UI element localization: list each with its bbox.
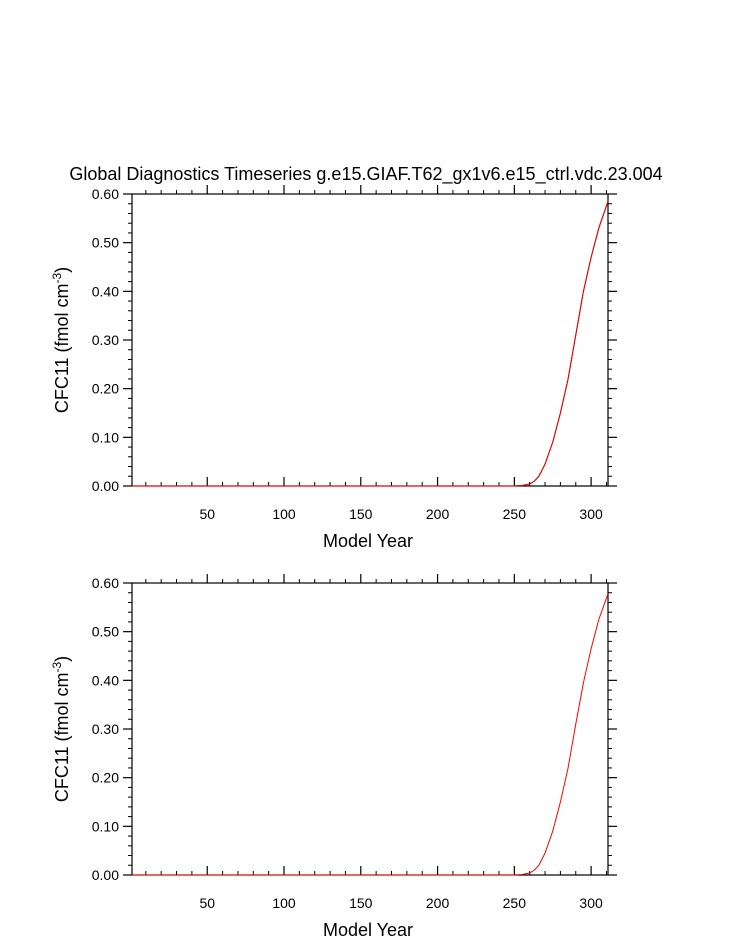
y-tick-label: 0.00 (92, 867, 119, 883)
x-tick-label: 150 (349, 506, 373, 522)
x-tick-label: 50 (199, 895, 215, 911)
y-tick-label: 0.30 (92, 332, 119, 348)
y-tick-label: 0.20 (92, 770, 119, 786)
series-line-1 (132, 201, 609, 487)
y-tick-label: 0.60 (92, 186, 119, 202)
y-tick-label: 0.10 (92, 818, 119, 834)
x-axis-title: Model Year (323, 920, 413, 940)
x-tick-label: 200 (426, 506, 450, 522)
plot-frame (131, 193, 609, 487)
chart-title: Global Diagnostics Timeseries g.e15.GIAF… (69, 164, 662, 185)
series-line-2 (132, 201, 609, 487)
x-tick-label: 100 (272, 895, 296, 911)
x-tick-label: 50 (199, 506, 215, 522)
x-tick-label: 100 (272, 506, 296, 522)
y-tick-label: 0.30 (92, 721, 119, 737)
x-tick-label: 200 (426, 895, 450, 911)
x-axis-title: Model Year (323, 531, 413, 551)
y-tick-label: 0.50 (92, 235, 119, 251)
plot-frame (131, 582, 609, 876)
chart-panel-1: 50 100 150 200 250 300 0.00 0.10 0.20 0.30 0.40 0.5… (50, 185, 617, 551)
x-tick-label: 300 (579, 895, 603, 911)
y-tick-label: 0.20 (92, 381, 119, 397)
chart-panel-2: 50 100 150 200 250 300 0.00 0.10 0.20 0.30 0.40 0.5… (50, 574, 617, 940)
y-axis-title: CFC11 (fmol cm-3) (50, 267, 72, 413)
y-tick-label: 0.00 (92, 478, 119, 494)
y-tick-label: 0.50 (92, 624, 119, 640)
x-tick-label: 150 (349, 895, 373, 911)
series-line-1 (132, 593, 609, 876)
y-tick-label: 0.40 (92, 672, 119, 688)
x-tick-label: 250 (503, 506, 527, 522)
y-tick-label: 0.10 (92, 429, 119, 445)
x-tick-label: 250 (503, 895, 527, 911)
y-tick-label: 0.60 (92, 575, 119, 591)
y-tick-label: 0.40 (92, 283, 119, 299)
y-axis-title: CFC11 (fmol cm-3) (50, 656, 72, 802)
x-tick-label: 300 (579, 506, 603, 522)
